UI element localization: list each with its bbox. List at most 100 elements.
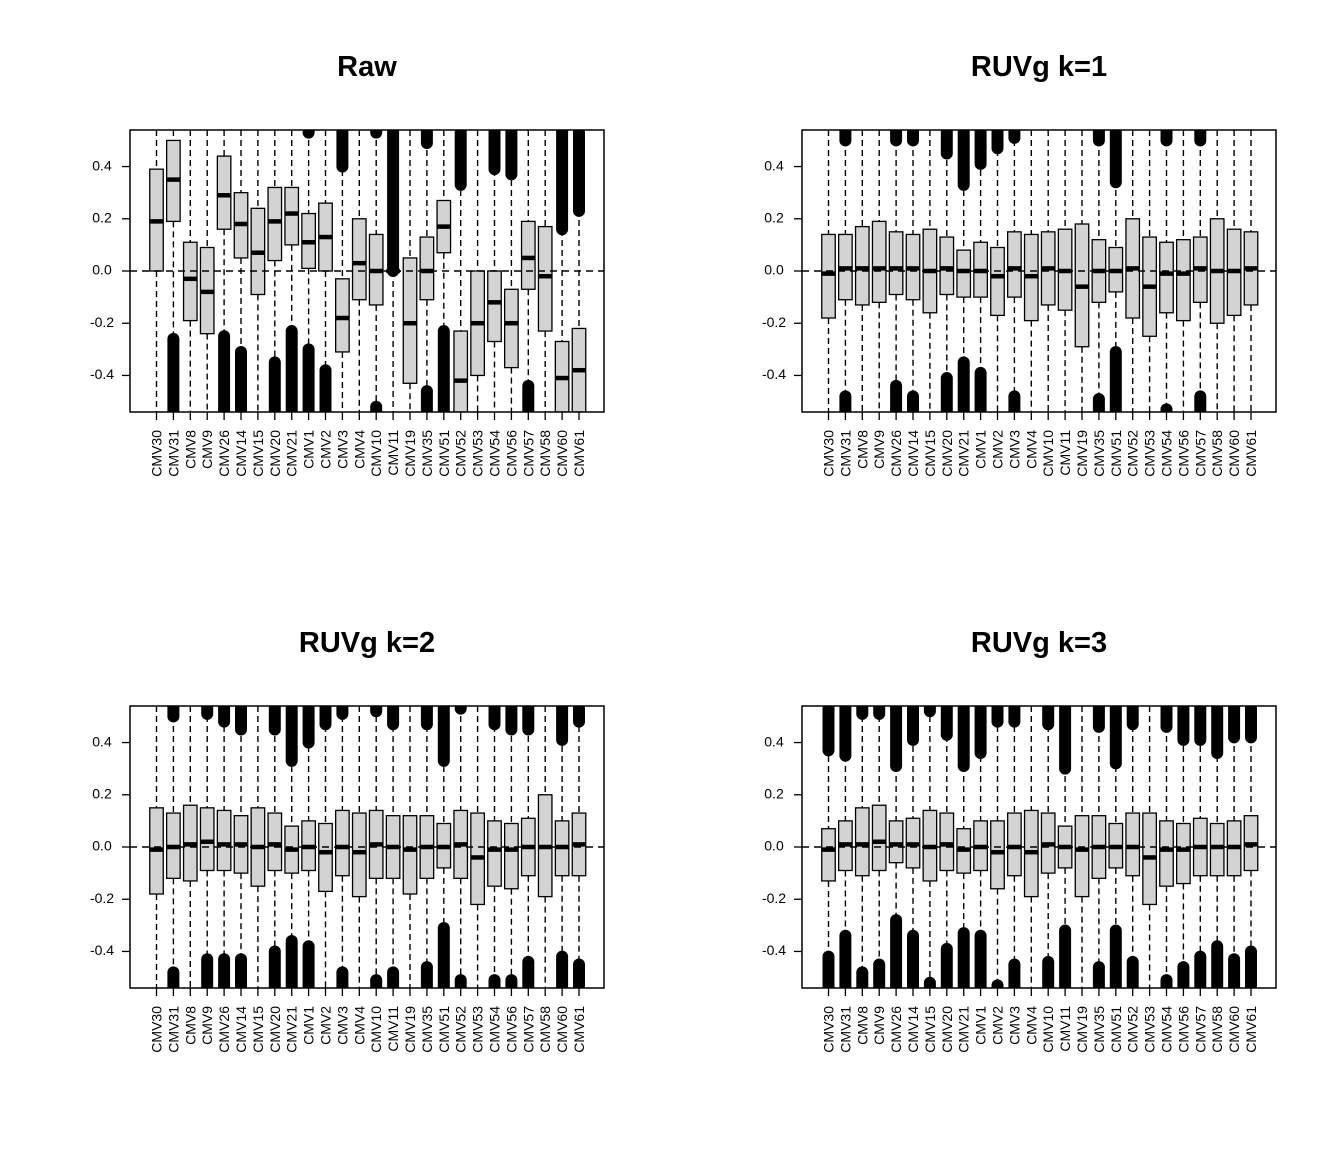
box-body: [1125, 812, 1141, 877]
box-body: [821, 233, 836, 319]
x-tick-label: CMV26: [216, 1006, 232, 1053]
x-tick-label: CMV26: [216, 430, 232, 477]
box-CMV19: [402, 706, 418, 988]
x-tick-label: CMV1: [973, 430, 989, 469]
x-tick-label: CMV10: [368, 1006, 384, 1053]
box-CMV15: [250, 130, 266, 412]
x-tick-label: CMV11: [385, 1006, 401, 1052]
x-tick-label: CMV54: [1159, 1006, 1175, 1053]
box-CMV52: [1125, 130, 1141, 412]
box-CMV3: [1007, 130, 1022, 412]
y-tick-label: 0.4: [764, 733, 784, 749]
box-CMV26: [888, 130, 904, 412]
box-CMV8: [854, 706, 870, 988]
box-CMV9: [199, 706, 215, 988]
x-tick-label: CMV10: [1040, 1006, 1056, 1053]
x-tick-label: CMV11: [1057, 1006, 1073, 1052]
y-tick-label: 0.2: [764, 209, 784, 225]
x-tick-label: CMV8: [854, 1006, 870, 1045]
box-CMV1: [973, 706, 988, 988]
x-tick-label: CMV2: [318, 430, 334, 469]
box-body: [990, 820, 1005, 890]
x-tick-label: CMV9: [871, 430, 887, 469]
x-tick-label: CMV60: [554, 430, 570, 477]
x-tick-label: CMV3: [334, 430, 350, 469]
box-CMV10: [368, 130, 384, 412]
box-CMV19: [402, 130, 418, 412]
box-body: [216, 155, 232, 230]
y-tick-label: -0.2: [90, 314, 114, 330]
box-body: [537, 225, 553, 332]
x-tick-label: CMV57: [520, 430, 536, 477]
x-tick-label: CMV31: [837, 430, 853, 477]
box-CMV3: [1007, 706, 1022, 988]
x-tick-label: CMV14: [905, 1006, 921, 1053]
box-CMV19: [1074, 130, 1090, 412]
x-tick-label: CMV15: [250, 1006, 266, 1053]
x-tick-label: CMV61: [571, 1006, 587, 1053]
box-CMV2: [318, 706, 333, 988]
x-tick-label: CMV20: [939, 1006, 955, 1053]
x-tick-label: CMV53: [1142, 430, 1158, 477]
box-body: [854, 807, 870, 877]
box-CMV4: [1023, 130, 1039, 412]
box-CMV14: [905, 706, 921, 988]
box-CMV2: [318, 130, 333, 412]
panel-ruvg-k3: RUVg k=3 -0.4 -0.2 0.0 0.2 0.4 CMV30 CMV31 CMV8…: [762, 627, 1277, 1053]
box-CMV11: [1057, 706, 1073, 988]
box-CMV54: [487, 706, 502, 988]
y-tick-label: 0.4: [92, 157, 112, 173]
x-tick-label: CMV20: [267, 1006, 283, 1053]
x-tick-label: CMV15: [922, 430, 938, 477]
box-body: [888, 231, 904, 296]
box-body: [351, 218, 367, 301]
box-CMV57: [1192, 130, 1208, 412]
x-tick-label: CMV54: [487, 1006, 503, 1053]
box-body: [487, 270, 502, 343]
x-tick-label: CMV10: [368, 430, 384, 477]
x-tick-label: CMV20: [939, 430, 955, 477]
x-tick-label: CMV56: [503, 430, 519, 477]
box-body: [1176, 239, 1191, 322]
box-CMV20: [939, 706, 955, 988]
box-CMV61: [571, 706, 587, 988]
x-tick-label: CMV15: [250, 430, 266, 477]
x-tick-label: CMV9: [199, 1006, 215, 1045]
box-body: [1159, 820, 1174, 887]
x-tick-label: CMV51: [436, 430, 452, 477]
box-CMV53: [470, 706, 486, 988]
box-CMV26: [888, 706, 904, 988]
x-tick-label: CMV54: [487, 430, 503, 477]
plot-area: [149, 130, 587, 412]
box-CMV31: [165, 130, 181, 412]
box-CMV35: [1091, 130, 1107, 412]
x-tick-label: CMV15: [922, 1006, 938, 1053]
box-body: [334, 278, 350, 353]
box-CMV14: [905, 130, 921, 412]
panel-ruvg-k2: RUVg k=2 -0.4 -0.2 0.0 0.2 0.4 CMV30 CMV31 CMV8…: [90, 627, 605, 1053]
box-CMV8: [854, 130, 870, 412]
box-CMV54: [1159, 130, 1174, 412]
x-tick-label: CMV4: [351, 1006, 367, 1045]
box-CMV3: [334, 130, 350, 412]
x-tick-label: CMV52: [453, 430, 469, 477]
box-CMV30: [821, 130, 836, 412]
box-CMV56: [1176, 130, 1191, 412]
box-CMV11: [385, 130, 401, 412]
x-tick-label: CMV1: [301, 430, 317, 469]
box-CMV21: [284, 706, 300, 988]
box-CMV2: [990, 706, 1005, 988]
x-tick-label: CMV26: [888, 1006, 904, 1053]
x-tick-label: CMV3: [334, 1006, 350, 1045]
box-CMV54: [487, 130, 502, 412]
box-CMV4: [351, 706, 367, 988]
box-body: [939, 236, 955, 296]
x-tick-label: CMV53: [1142, 1006, 1158, 1053]
box-body: [199, 807, 215, 872]
box-body: [267, 812, 283, 872]
x-tick-label: CMV19: [1074, 1006, 1090, 1053]
box-CMV31: [838, 130, 853, 412]
box-body: [503, 288, 519, 369]
